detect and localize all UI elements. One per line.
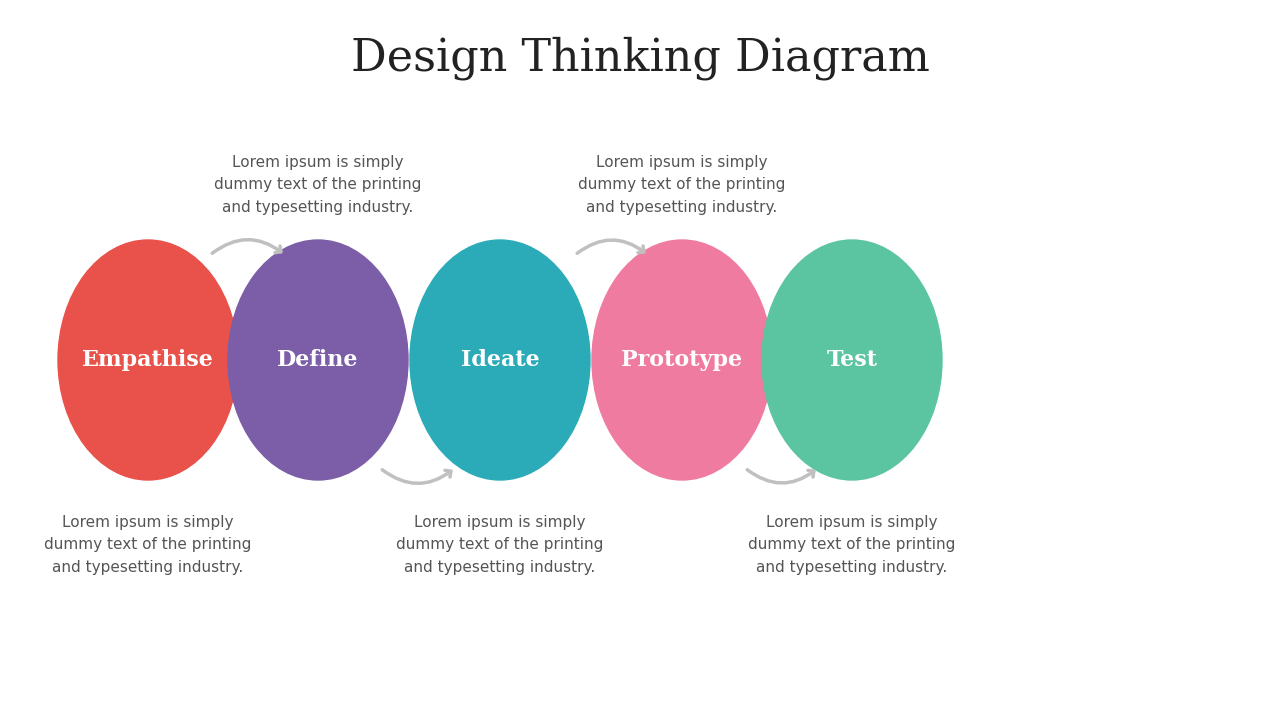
Ellipse shape [58,240,238,480]
Text: Ideate: Ideate [461,349,539,371]
Text: Empathise: Empathise [82,349,214,371]
Text: Lorem ipsum is simply
dummy text of the printing
and typesetting industry.: Lorem ipsum is simply dummy text of the … [579,156,786,215]
Text: Lorem ipsum is simply
dummy text of the printing
and typesetting industry.: Lorem ipsum is simply dummy text of the … [749,516,956,575]
Text: Lorem ipsum is simply
dummy text of the printing
and typesetting industry.: Lorem ipsum is simply dummy text of the … [397,516,604,575]
Ellipse shape [591,240,772,480]
Ellipse shape [762,240,942,480]
Text: Test: Test [827,349,878,371]
Ellipse shape [410,240,590,480]
Text: Lorem ipsum is simply
dummy text of the printing
and typesetting industry.: Lorem ipsum is simply dummy text of the … [214,156,421,215]
Text: Define: Define [278,349,358,371]
Text: Design Thinking Diagram: Design Thinking Diagram [351,36,929,80]
Ellipse shape [228,240,408,480]
Text: Lorem ipsum is simply
dummy text of the printing
and typesetting industry.: Lorem ipsum is simply dummy text of the … [45,516,252,575]
Text: Prototype: Prototype [621,349,742,371]
